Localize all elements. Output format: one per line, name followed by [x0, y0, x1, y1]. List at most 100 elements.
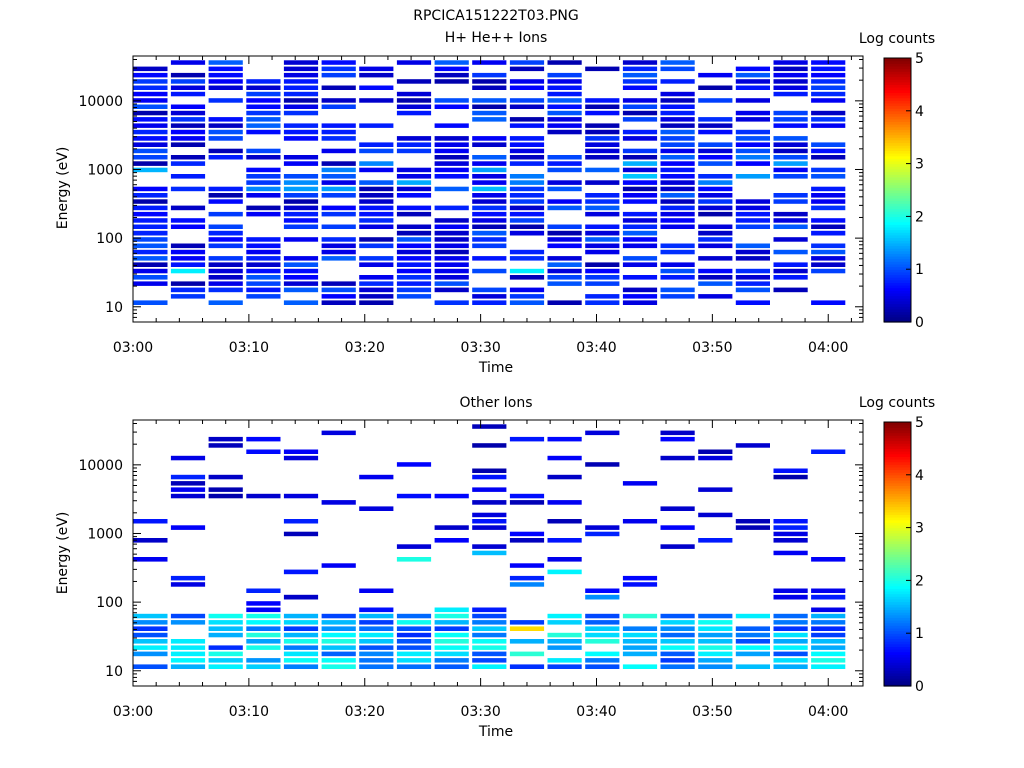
heatmap-cell [321, 186, 356, 192]
heatmap-cell [585, 651, 620, 657]
heatmap-cell [170, 85, 206, 90]
heatmap-cell [133, 243, 168, 249]
colorbar-segment [884, 683, 911, 687]
y-axis-label: Energy (eV) [55, 512, 71, 595]
heatmap-cell [509, 531, 545, 537]
heatmap-cell [359, 218, 394, 223]
heatmap-cell [547, 281, 582, 286]
colorbar-segment [884, 614, 911, 618]
heatmap-cell [698, 658, 733, 663]
heatmap-cell [773, 626, 808, 631]
heatmap-cell [434, 607, 469, 613]
colorbar-segment [884, 625, 911, 629]
heatmap-cell [208, 651, 243, 657]
heatmap-cell [321, 60, 356, 65]
heatmap-cell [246, 281, 281, 286]
heatmap-cell [509, 626, 545, 631]
heatmap-cell [472, 550, 507, 556]
heatmap-cell [773, 72, 808, 78]
heatmap-cell [509, 79, 545, 84]
heatmap-cell [283, 300, 319, 305]
heatmap-cell [509, 493, 545, 499]
colorbar-segment [884, 527, 911, 531]
heatmap-cell [773, 262, 808, 267]
heatmap-cell [660, 142, 695, 147]
heatmap-cell [811, 174, 846, 179]
heatmap-cell [735, 224, 770, 229]
heatmap-cell [133, 268, 168, 274]
heatmap-cell [811, 85, 846, 90]
heatmap-cell [660, 167, 695, 173]
heatmap-cell [170, 129, 206, 135]
heatmap-cell [660, 268, 695, 274]
heatmap-cell [660, 79, 695, 84]
colorbar-segment [884, 569, 911, 574]
heatmap-cell [170, 186, 206, 192]
heatmap-cell [622, 639, 658, 644]
heatmap-cell [321, 300, 356, 305]
colorbar-segment [884, 429, 911, 434]
colorbar-segment [884, 667, 911, 671]
heatmap-cell [698, 186, 733, 192]
heatmap-cell [133, 186, 168, 192]
heatmap-cell [396, 294, 432, 299]
heatmap-cell [170, 91, 206, 97]
heatmap-cell [547, 557, 582, 562]
heatmap-cell [585, 129, 620, 135]
colorbar-segment [884, 105, 911, 109]
colorbar-segment [884, 139, 911, 144]
heatmap-cell [735, 110, 770, 116]
heatmap-cell [735, 525, 770, 530]
colorbar-segment [884, 609, 911, 613]
heatmap-cell [246, 180, 281, 185]
colorbar-segment [884, 300, 911, 305]
x-tick-label: 03:00 [113, 704, 153, 720]
heatmap-cell [622, 85, 658, 90]
heatmap-cell [509, 538, 545, 543]
heatmap-cell [472, 626, 507, 631]
heatmap-cell [396, 658, 432, 663]
colorbar-segment [884, 274, 911, 278]
heatmap-cell [622, 645, 658, 650]
heatmap-cell [434, 249, 469, 255]
colorbar-segment [884, 219, 911, 223]
heatmap-cell [585, 205, 620, 211]
heatmap-cell [585, 224, 620, 229]
heatmap-cell [133, 249, 168, 255]
heatmap-cell [434, 66, 469, 72]
heatmap-cell [547, 632, 582, 638]
heatmap-cell [434, 155, 469, 160]
heatmap-cell [509, 256, 545, 261]
heatmap-cell [208, 66, 243, 72]
colorbar-tick-label: 3 [915, 157, 924, 173]
heatmap-cell [509, 230, 545, 236]
heatmap-cell [321, 243, 356, 249]
colorbar-segment [884, 638, 911, 642]
heatmap-cell [283, 224, 319, 229]
colorbar-segment [884, 142, 911, 146]
heatmap-cell [133, 256, 168, 261]
heatmap-cell [396, 79, 432, 84]
heatmap-cell [283, 639, 319, 644]
heatmap-cells [133, 60, 846, 305]
heatmap-cell [359, 167, 394, 173]
heatmap-cell [773, 155, 808, 160]
heatmap-cell [509, 300, 545, 305]
heatmap-cell [773, 85, 808, 90]
x-tick-label: 03:20 [345, 340, 385, 356]
heatmap-cell [396, 186, 432, 192]
heatmap-cell [283, 72, 319, 78]
heatmap-cell [585, 632, 620, 638]
heatmap-cell [359, 243, 394, 249]
heatmap-cell [396, 493, 432, 499]
heatmap-cell [359, 620, 394, 625]
heatmap-cell [811, 651, 846, 657]
heatmap-cell [660, 218, 695, 223]
heatmap-cell [396, 268, 432, 274]
colorbar-segment [884, 221, 911, 225]
heatmap-cell [735, 211, 770, 217]
heatmap-cell [283, 85, 319, 90]
heatmap-cell [773, 211, 808, 217]
heatmap-cell [170, 474, 206, 480]
heatmap-cell [396, 224, 432, 229]
